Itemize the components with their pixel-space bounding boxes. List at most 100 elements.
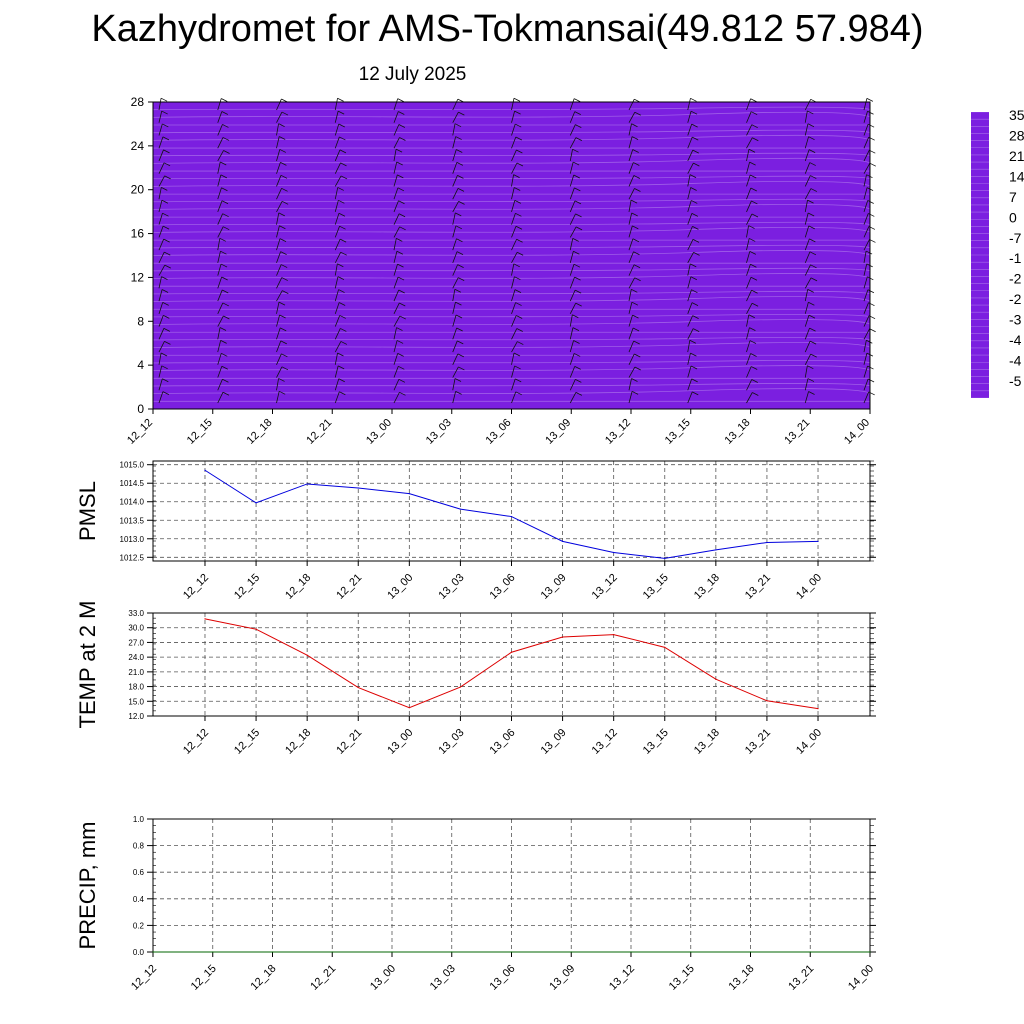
wind-barb — [393, 315, 406, 327]
wind-barb — [217, 250, 227, 263]
wind-barb — [276, 200, 289, 213]
data-point — [715, 678, 717, 680]
wind-barb — [511, 187, 521, 200]
contour-line — [152, 365, 871, 372]
y-tick-label: 12.0 — [128, 712, 144, 721]
colorbar-label: 35 — [1009, 107, 1024, 123]
chart-subtitle: 12 July 2025 — [358, 64, 467, 85]
wind-barb — [746, 276, 758, 289]
wind-barb — [746, 340, 757, 353]
y-tick-label: 33.0 — [128, 609, 144, 618]
wind-barb — [158, 365, 168, 378]
wind-barb — [746, 187, 757, 200]
wind-barb — [628, 162, 640, 174]
wind-barb — [569, 226, 583, 238]
y-tick-label: 21.0 — [128, 668, 144, 677]
wind-barb — [334, 263, 344, 276]
wind-barb — [158, 302, 169, 314]
y-tick-label: 1014.0 — [120, 498, 145, 507]
wind-barb — [393, 391, 406, 404]
wind-barb — [746, 314, 755, 327]
data-point — [204, 618, 206, 620]
x-tick-label: 12_15 — [189, 963, 219, 993]
wind-barb — [276, 225, 286, 238]
y-tick-label: 1015.0 — [120, 461, 145, 470]
x-tick-label: 13_09 — [547, 963, 577, 993]
wind-barb — [511, 136, 522, 149]
x-tick-label: 13_00 — [368, 963, 398, 993]
wind-barb — [393, 289, 405, 302]
x-tick-label: 13_00 — [385, 727, 415, 757]
wind-barb — [452, 201, 465, 213]
wind-barb — [511, 289, 522, 302]
wind-barb — [393, 161, 403, 174]
data-point — [817, 540, 819, 542]
wind-barb — [511, 174, 520, 187]
wind-barb — [334, 289, 345, 302]
wind-barb — [746, 213, 759, 225]
wind-barb — [746, 124, 758, 136]
wind-barb — [158, 289, 169, 302]
wind-barb — [217, 200, 229, 213]
wind-barb — [804, 123, 815, 136]
wind-barb — [334, 97, 344, 111]
wind-barb — [511, 391, 522, 404]
wind-barb — [746, 238, 756, 251]
wind-barb — [158, 251, 171, 264]
y-tick-label: 0.2 — [133, 921, 145, 930]
wind-barb — [334, 199, 345, 213]
wind-barb — [746, 98, 757, 111]
wind-barb — [746, 289, 758, 302]
wind-barb — [217, 174, 228, 187]
wind-barb — [569, 289, 582, 302]
wind-barb — [276, 264, 288, 276]
wind-barb — [217, 124, 229, 136]
wind-barb — [569, 250, 580, 263]
x-tick-label: 13_06 — [488, 963, 518, 993]
wind-barb — [276, 251, 287, 264]
wind-barb — [452, 175, 464, 187]
wind-barb — [393, 200, 405, 213]
data-point — [613, 633, 615, 636]
x-tick-label: 12_15 — [185, 417, 215, 447]
wind-barb — [687, 225, 699, 238]
wind-barb — [158, 352, 168, 365]
wind-barb — [628, 136, 639, 149]
wind-barb — [452, 390, 462, 404]
wind-barb — [687, 352, 697, 365]
y-tick-label: 30.0 — [128, 624, 144, 633]
wind-barb — [334, 162, 347, 174]
wind-barb — [452, 301, 462, 314]
wind-barb — [393, 213, 406, 225]
x-tick-label: 13_03 — [428, 963, 458, 993]
wind-barb — [511, 378, 522, 391]
data-point — [255, 628, 257, 630]
wind-barb — [628, 314, 639, 327]
data-point — [664, 646, 666, 648]
wind-barb — [863, 365, 874, 378]
wind-barb — [334, 365, 345, 378]
wind-barb — [452, 188, 465, 200]
wind-barb — [158, 136, 170, 149]
y-tick-label: 16 — [131, 227, 145, 241]
contour-line — [152, 360, 871, 364]
wind-barb — [804, 110, 814, 123]
contour-line — [152, 267, 871, 272]
wind-barb — [158, 123, 169, 136]
wind-barb — [217, 289, 229, 302]
x-tick-label: 12_21 — [334, 572, 364, 602]
x-tick-label: 13_09 — [543, 417, 573, 447]
wind-barb — [452, 288, 462, 302]
wind-barb — [393, 137, 406, 149]
wind-barb — [746, 111, 758, 123]
wind-barb — [334, 238, 347, 251]
wind-barb — [863, 123, 875, 136]
wind-barb — [687, 136, 699, 149]
y-tick-label: 28 — [131, 95, 145, 109]
wind-barb — [628, 353, 641, 365]
wind-barb — [158, 212, 169, 225]
wind-barb — [452, 111, 465, 123]
wind-barb — [746, 137, 759, 149]
wind-barb — [276, 136, 286, 149]
